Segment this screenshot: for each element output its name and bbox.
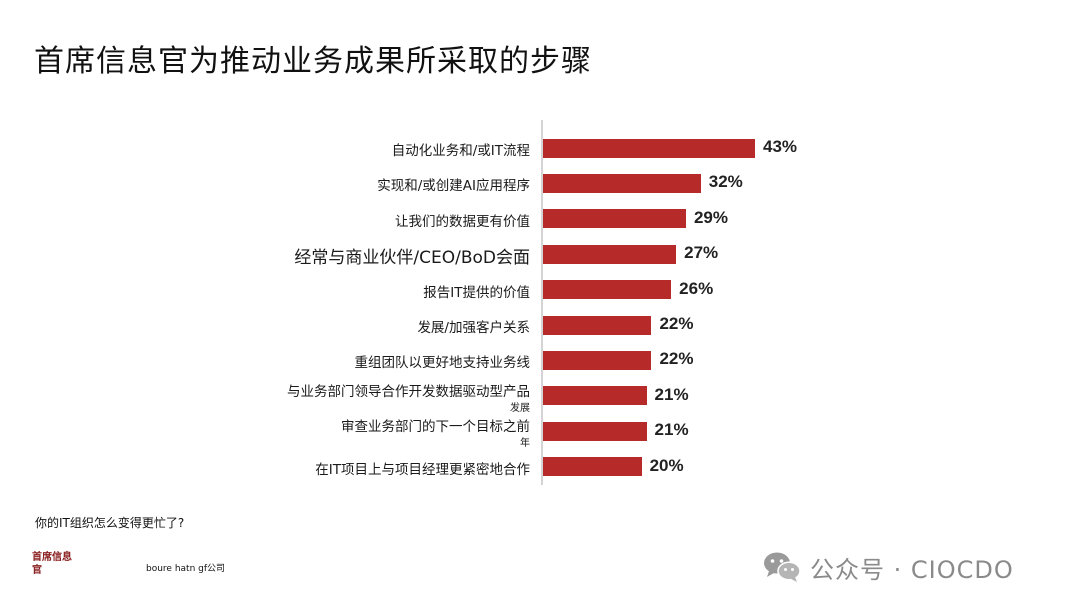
bar-10 (543, 457, 642, 477)
chart-title: 首席信息官为推动业务成果所采取的步骤 (34, 44, 592, 79)
bar-1 (543, 138, 755, 158)
y-axis-line (541, 120, 543, 485)
category-sublabel: 发展 (510, 402, 530, 414)
watermark-text: 公众号 · CIOCDO (810, 555, 1014, 584)
bar-4 (543, 244, 677, 264)
category-label: 重组团队以更好地支持业务线 (354, 355, 531, 372)
bar-8 (543, 386, 647, 406)
bar-5 (543, 280, 672, 300)
category-label: 与业务部门领导合作开发数据驱动型产品 (287, 383, 530, 400)
category-label: 经常与商业伙伴/CEO/BoD会面 (294, 248, 530, 269)
source-note: boure hatn gf公司 (146, 564, 226, 574)
bar-3 (543, 209, 686, 229)
wechat-icon (764, 552, 801, 582)
bar-value-label: 21% (654, 384, 689, 404)
watermark: 公众号 · CIOCDO (762, 549, 1014, 585)
category-label: 在IT项目上与项目经理更紧密地合作 (315, 461, 530, 478)
bar-value-label: 29% (693, 207, 728, 227)
bar-value-label: 21% (654, 420, 689, 440)
footnote: 你的IT组织怎么变得更忙了? (35, 516, 185, 530)
brand-logo-text: 首席信息官 (32, 552, 72, 576)
category-label: 实现和/或创建AI应用程序 (377, 178, 530, 195)
bar-6 (543, 315, 652, 335)
bar-9 (543, 421, 647, 441)
bar-value-label: 27% (684, 243, 719, 263)
category-label: 报告IT提供的价值 (423, 284, 530, 301)
bar-2 (543, 173, 701, 193)
bar-value-label: 26% (679, 278, 714, 298)
category-label: 自动化业务和/或IT流程 (391, 143, 530, 159)
category-label: 让我们的数据更有价值 (395, 213, 530, 230)
bar-value-label: 43% (763, 137, 798, 156)
bar-7 (543, 350, 652, 370)
category-label: 发展/加强客户关系 (417, 320, 530, 336)
bar-value-label: 20% (649, 455, 684, 475)
bar-value-label: 32% (708, 172, 743, 192)
bar-value-label: 22% (659, 314, 694, 333)
category-label: 审查业务部门的下一个目标之前 (341, 419, 530, 436)
bar-value-label: 22% (659, 349, 694, 369)
category-sublabel: 年 (520, 438, 530, 450)
